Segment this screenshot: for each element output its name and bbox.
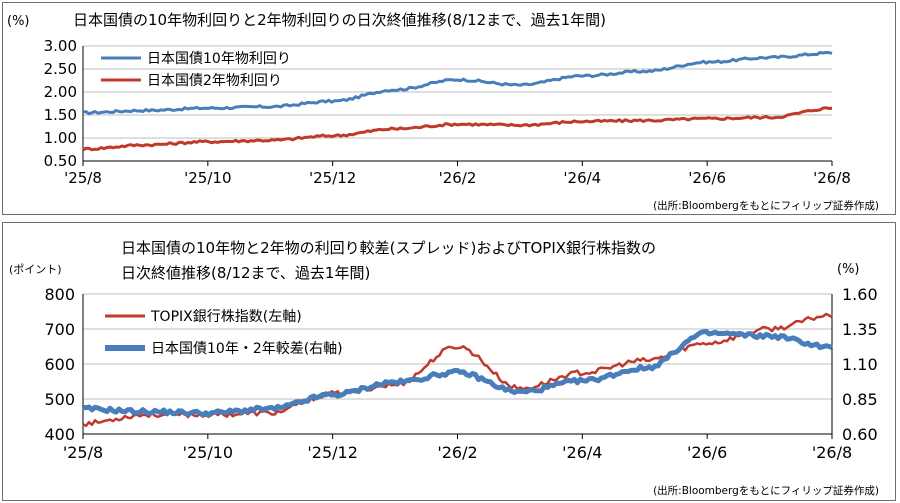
y-axis-unit-right: (%) [837,262,860,277]
x-tick-label: '25/10 [183,443,234,462]
x-tick-labels: '25/8 '25/10 '25/12 '26/2 '26/4 '26/6 '26/8 [64,161,851,187]
x-tick-label: '26/2 [439,169,477,187]
x-tick-label: '25/8 [63,443,103,462]
y-tick-label-right: 1.35 [842,320,878,339]
y-tick-label: 2.50 [44,60,77,78]
legend: 日本国債10年物利回り 日本国債2年物利回り [101,51,291,89]
y-tick-label-left: 800 [44,285,75,304]
y-tick-label-left: 400 [44,425,75,444]
y-axis-unit: (%) [7,14,30,29]
series-lines [82,51,833,152]
series-lines [82,312,833,428]
y-tick-label: 3.00 [44,37,77,55]
chart-panel-spread-banks: 日本国債の10年物と2年物の利回り較差(スプレッド)およびTOPIX銀行株指数の… [2,222,896,501]
y-tick-label-left: 700 [44,320,75,339]
spread-banks-chart: 日本国債の10年物と2年物の利回り較差(スプレッド)およびTOPIX銀行株指数の… [9,239,879,497]
chart-title-line1: 日本国債の10年物と2年物の利回り較差(スプレッド)およびTOPIX銀行株指数の [121,239,656,257]
y-tick-label-right: 0.85 [842,390,878,409]
x-tick-label: '25/12 [309,169,356,187]
y-tick-labels-left: 400 500 600 700 800 [44,285,75,444]
y-tick-label-right: 1.60 [842,285,878,304]
x-tick-label: '26/2 [437,443,477,462]
y-tick-label: 0.50 [44,152,77,170]
x-tick-label: '26/8 [813,169,851,187]
legend: TOPIX銀行株指数(左軸) 日本国債10年・2年較差(右軸) [105,309,343,357]
y-tick-label-right: 0.60 [842,425,878,444]
legend-label-10y: 日本国債10年物利回り [147,51,291,67]
source-note: (出所:Bloombergをもとにフィリップ証券作成) [653,199,879,212]
y-tick-label: 2.00 [44,83,77,101]
chart-title-line2: 日次終値推移(8/12まで、過去1年間) [121,264,370,282]
chart-panel-yields: 日本国債の10年物利回りと2年物利回りの日次終値推移(8/12まで、過去1年間)… [2,2,896,215]
legend-label-topix-banks: TOPIX銀行株指数(左軸) [150,309,302,325]
x-tick-label: '25/12 [307,443,358,462]
x-tick-label: '25/8 [64,169,102,187]
x-tick-label: '26/4 [562,443,602,462]
y-tick-label: 1.50 [44,106,77,124]
series-line-spread [82,328,833,418]
y-tick-label-right: 1.10 [842,355,878,374]
x-tick-label: '26/8 [812,443,852,462]
source-note: (出所:Bloombergをもとにフィリップ証券作成) [653,484,879,497]
x-tick-label: '26/6 [687,443,727,462]
x-tick-label: '25/10 [184,169,231,187]
series-line-2y-yield [82,106,833,152]
legend-label-spread: 日本国債10年・2年較差(右軸) [151,341,343,357]
chart-title: 日本国債の10年物利回りと2年物利回りの日次終値推移(8/12まで、過去1年間) [73,11,606,29]
y-tick-label: 1.00 [44,129,77,147]
yields-chart: 日本国債の10年物利回りと2年物利回りの日次終値推移(8/12まで、過去1年間)… [7,11,879,212]
x-tick-label: '26/4 [563,169,601,187]
y-tick-labels-right: 0.60 0.85 1.10 1.35 1.60 [842,285,878,444]
y-tick-label-left: 500 [44,390,75,409]
legend-label-2y: 日本国債2年物利回り [147,73,282,89]
x-tick-label: '26/6 [688,169,726,187]
series-line-10y-yield [82,51,833,116]
y-tick-labels: 0.50 1.00 1.50 2.00 2.50 3.00 [44,37,77,170]
y-tick-label-left: 600 [44,355,75,374]
x-tick-labels: '25/8 '25/10 '25/12 '26/2 '26/4 '26/6 '26/8 [63,434,852,462]
y-axis-unit-left: (ポイント) [9,263,62,276]
